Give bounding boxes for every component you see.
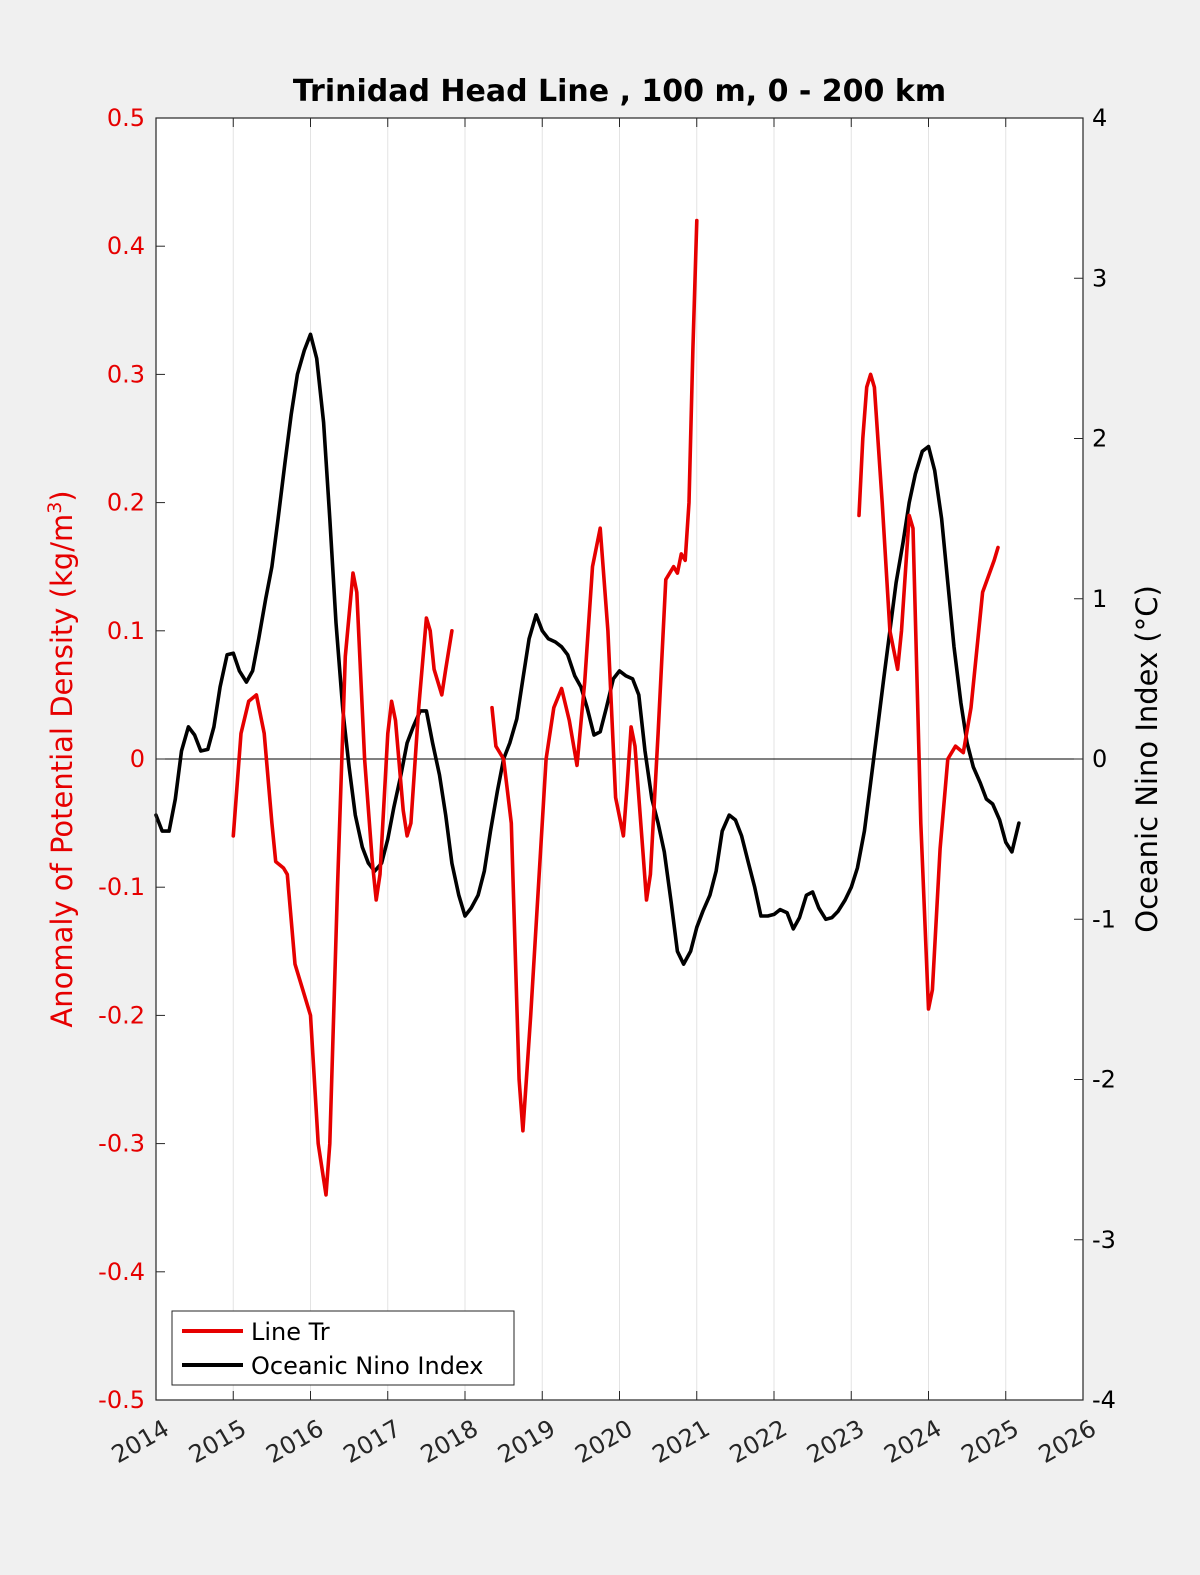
right-tick-label: -2 [1092,1066,1116,1094]
right-tick-label: 2 [1092,425,1107,453]
left-axis-label-close: ) [45,490,79,501]
left-axis-label: Anomaly of Potential Density (kg/m3) [44,490,79,1027]
right-tick-label: -1 [1092,905,1116,933]
series-line-tr-path [231,571,454,1197]
left-axis-label-superscript: 3 [44,502,66,514]
left-tick-label: -0.2 [98,1001,145,1029]
right-tick-label: 0 [1092,745,1107,773]
legend-box [171,1310,515,1386]
left-tick-label: 0 [130,745,145,773]
left-tick-label: 0.5 [107,104,145,132]
right-tick-label: -4 [1092,1386,1116,1414]
right-tick-label: 4 [1092,104,1107,132]
left-tick-label: 0.1 [107,617,145,645]
left-tick-label: 0.4 [107,232,145,260]
right-tick-label: -3 [1092,1226,1116,1254]
left-tick-label: -0.4 [98,1258,145,1286]
left-tick-label: 0.2 [107,489,145,517]
left-tick-label: -0.1 [98,873,145,901]
series-oni-path [154,332,1021,966]
left-tick-label: 0.3 [107,360,145,388]
series-line-tr-path [490,218,699,1133]
chart-title: Trinidad Head Line , 100 m, 0 - 200 km [293,74,946,109]
legend-label-line-tr: Line Tr [251,1318,330,1346]
left-tick-label: -0.3 [98,1130,145,1158]
series-layer [154,218,1021,1197]
legend-label-oni: Oceanic Nino Index [251,1352,483,1380]
left-tick-label: -0.5 [98,1386,145,1414]
right-tick-label: 1 [1092,585,1107,613]
series-line-tr-path [857,372,1000,1011]
right-axis-label: Oceanic Nino Index (°C) [1130,585,1164,933]
left-axis-label-text: Anomaly of Potential Density (kg/m [45,514,79,1028]
right-tick-label: 3 [1092,264,1107,292]
legend: Line Tr Oceanic Nino Index [171,1310,515,1386]
